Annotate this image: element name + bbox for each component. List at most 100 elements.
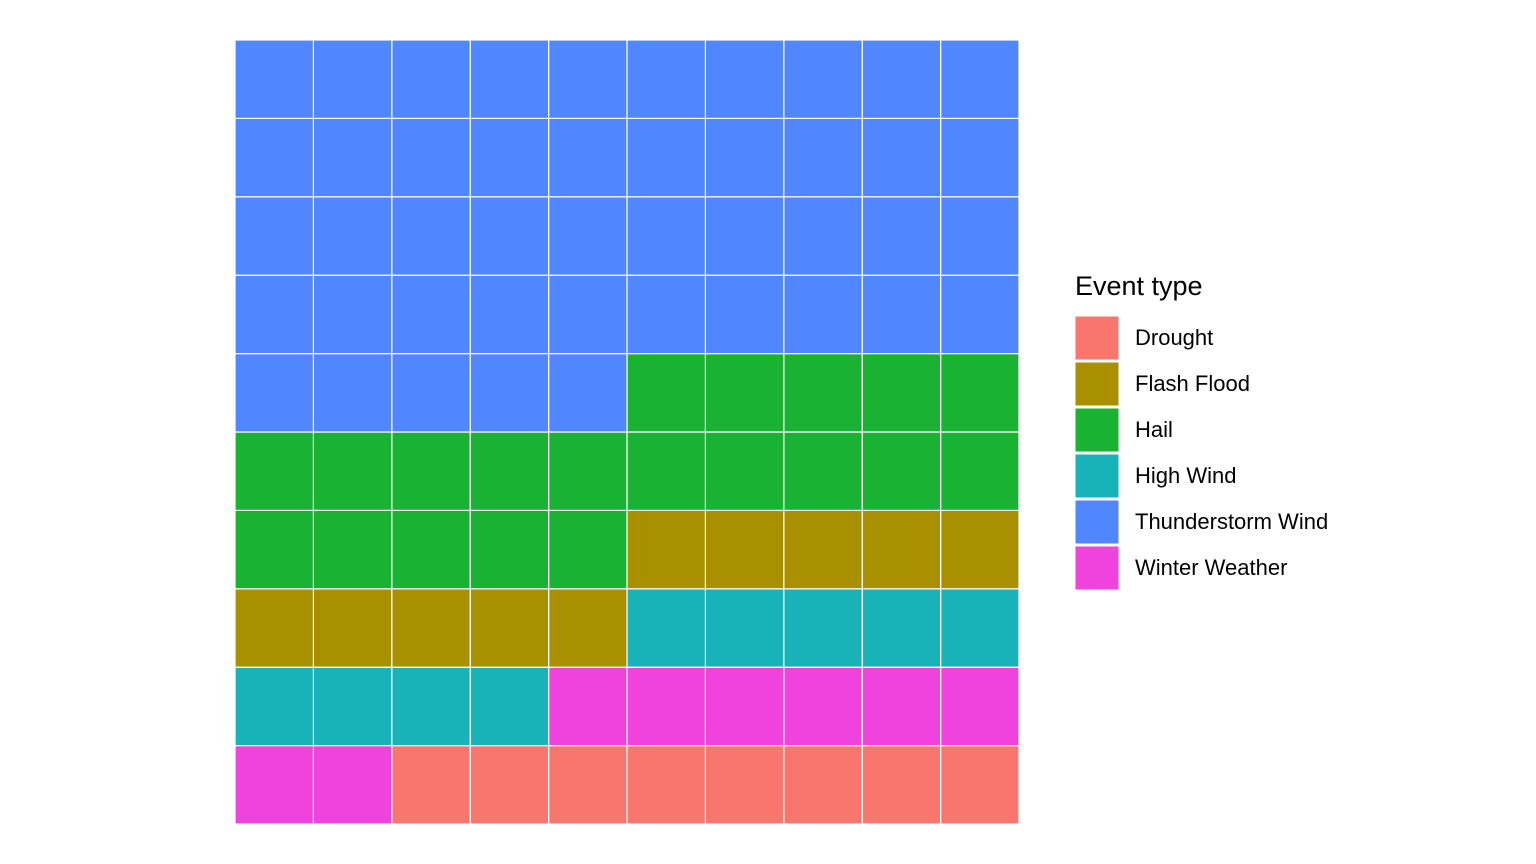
waffle-cell bbox=[704, 117, 785, 198]
waffle-cell bbox=[312, 666, 393, 747]
waffle-cell bbox=[547, 353, 628, 433]
waffle-cell bbox=[234, 353, 315, 433]
waffle-cell bbox=[234, 196, 315, 276]
waffle-cell bbox=[783, 39, 863, 120]
waffle-cell bbox=[391, 274, 471, 355]
waffle-cell bbox=[547, 117, 628, 198]
waffle-cell bbox=[391, 353, 471, 433]
waffle-cell bbox=[469, 509, 550, 590]
waffle-cell bbox=[626, 666, 707, 747]
waffle-cell bbox=[469, 666, 550, 747]
waffle-cell bbox=[939, 744, 1020, 825]
waffle-cell bbox=[469, 196, 550, 276]
waffle-cell bbox=[234, 744, 315, 825]
waffle-cell bbox=[783, 117, 863, 198]
waffle-cell bbox=[547, 744, 628, 825]
waffle-cell bbox=[547, 39, 628, 120]
legend-label: Thunderstorm Wind bbox=[1135, 509, 1328, 534]
waffle-cell bbox=[861, 509, 942, 590]
waffle-cell bbox=[391, 39, 471, 120]
waffle-cell bbox=[783, 196, 863, 276]
waffle-cell bbox=[391, 744, 471, 825]
waffle-cell bbox=[626, 431, 707, 512]
waffle-cell bbox=[312, 431, 393, 512]
waffle-cell bbox=[939, 117, 1020, 198]
waffle-cell bbox=[783, 509, 863, 590]
waffle-cell bbox=[626, 353, 707, 433]
legend-label: High Wind bbox=[1135, 463, 1236, 488]
legend-label: Winter Weather bbox=[1135, 555, 1287, 580]
waffle-cell bbox=[626, 196, 707, 276]
waffle-cell bbox=[469, 744, 550, 825]
waffle-cell bbox=[939, 39, 1020, 120]
waffle-cell bbox=[547, 666, 628, 747]
waffle-cell bbox=[391, 588, 471, 668]
waffle-cell bbox=[939, 274, 1020, 355]
waffle-cell bbox=[469, 588, 550, 668]
legend-key bbox=[1074, 361, 1120, 407]
waffle-cell bbox=[939, 196, 1020, 276]
waffle-cell bbox=[312, 274, 393, 355]
legend-key bbox=[1074, 315, 1120, 361]
waffle-cell bbox=[234, 39, 315, 120]
waffle-cell bbox=[939, 666, 1020, 747]
legend-key bbox=[1074, 545, 1120, 591]
waffle-cell bbox=[704, 588, 785, 668]
waffle-cell bbox=[547, 588, 628, 668]
waffle-cell bbox=[626, 588, 707, 668]
waffle-cell bbox=[312, 588, 393, 668]
legend-key bbox=[1074, 499, 1120, 545]
waffle-cell bbox=[626, 39, 707, 120]
legend-label: Flash Flood bbox=[1135, 371, 1250, 396]
waffle-cell bbox=[469, 431, 550, 512]
waffle-cell bbox=[704, 509, 785, 590]
waffle-cell bbox=[547, 274, 628, 355]
waffle-cell bbox=[704, 666, 785, 747]
waffle-cell bbox=[783, 744, 863, 825]
waffle-cell bbox=[312, 509, 393, 590]
waffle-cell bbox=[783, 588, 863, 668]
waffle-cell bbox=[391, 509, 471, 590]
waffle-cell bbox=[312, 196, 393, 276]
waffle-cell bbox=[547, 509, 628, 590]
waffle-cell bbox=[783, 431, 863, 512]
waffle-cell bbox=[861, 353, 942, 433]
waffle-cell bbox=[626, 274, 707, 355]
waffle-cell bbox=[704, 196, 785, 276]
waffle-cell bbox=[391, 431, 471, 512]
waffle-cell bbox=[861, 588, 942, 668]
waffle-cell bbox=[704, 274, 785, 355]
waffle-cell bbox=[626, 117, 707, 198]
waffle-cell bbox=[469, 39, 550, 120]
waffle-cell bbox=[312, 117, 393, 198]
waffle-cell bbox=[861, 196, 942, 276]
waffle-cell bbox=[861, 39, 942, 120]
waffle-cell bbox=[704, 353, 785, 433]
waffle-cell bbox=[939, 588, 1020, 668]
waffle-cell bbox=[469, 117, 550, 198]
waffle-cell bbox=[234, 509, 315, 590]
waffle-cell bbox=[939, 353, 1020, 433]
waffle-cell bbox=[861, 666, 942, 747]
legend-label: Drought bbox=[1135, 325, 1213, 350]
waffle-cell bbox=[783, 274, 863, 355]
waffle-cell bbox=[626, 744, 707, 825]
waffle-cell bbox=[626, 509, 707, 590]
legend-title: Event type bbox=[1075, 271, 1203, 301]
waffle-cell bbox=[861, 744, 942, 825]
waffle-cell bbox=[783, 666, 863, 747]
waffle-cell bbox=[312, 353, 393, 433]
waffle-cell bbox=[312, 744, 393, 825]
waffle-cell bbox=[861, 274, 942, 355]
waffle-cell bbox=[783, 353, 863, 433]
waffle-cell bbox=[234, 431, 315, 512]
legend-key bbox=[1074, 407, 1120, 453]
waffle-cell bbox=[704, 744, 785, 825]
waffle-cell bbox=[547, 196, 628, 276]
waffle-cell bbox=[391, 196, 471, 276]
waffle-cell bbox=[469, 274, 550, 355]
waffle-cell bbox=[861, 431, 942, 512]
waffle-cell bbox=[939, 509, 1020, 590]
